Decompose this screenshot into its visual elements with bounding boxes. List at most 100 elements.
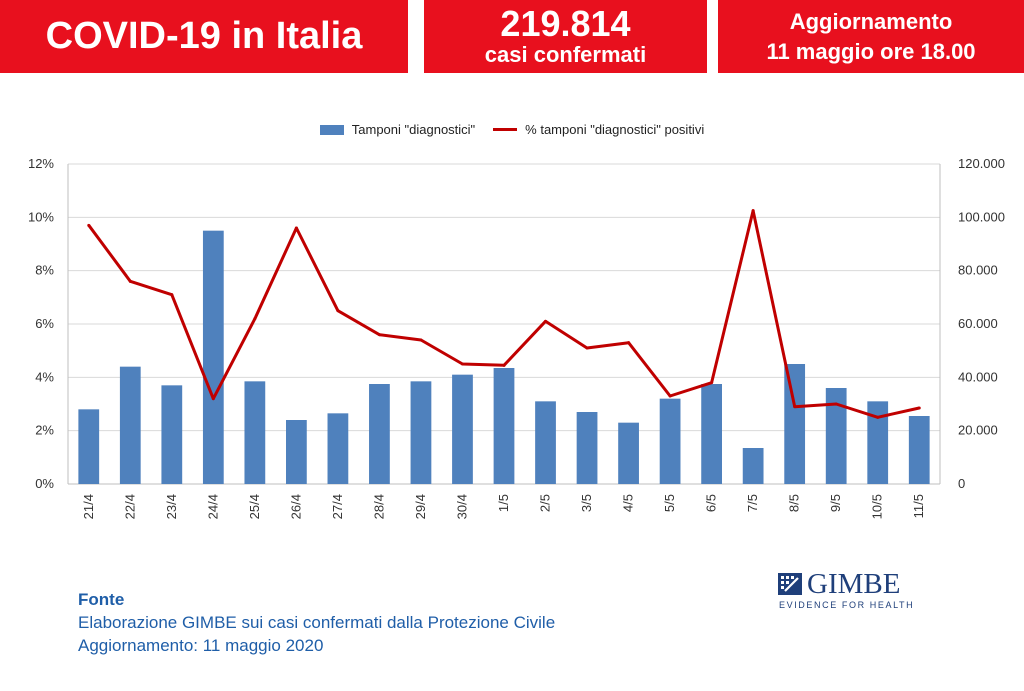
line-point	[253, 317, 257, 321]
line-point	[170, 293, 174, 297]
gimbe-logo: GIMBE EVIDENCE FOR HEALTH	[777, 568, 927, 614]
legend-line-label: % tamponi "diagnostici" positivi	[525, 122, 705, 137]
bar-tamponi	[659, 398, 681, 484]
gimbe-logo-icon	[778, 573, 802, 595]
bar-tamponi	[701, 384, 722, 484]
source-block: Fonte Elaborazione GIMBE sui casi confer…	[78, 588, 555, 657]
bar-tamponi	[452, 374, 473, 484]
x-axis-tick-label: 1/5	[496, 494, 511, 512]
logo-tagline: EVIDENCE FOR HEALTH	[779, 600, 915, 610]
right-axis-tick-label: 0	[958, 476, 965, 491]
line-point	[627, 341, 631, 345]
line-point	[87, 223, 91, 227]
bar-tamponi	[908, 416, 930, 484]
right-axis-tick-label: 100.000	[958, 209, 1005, 224]
bar-tamponi	[410, 381, 432, 484]
page-title: COVID-19 in Italia	[45, 15, 363, 57]
line-point	[377, 333, 381, 337]
legend-bar-swatch	[319, 124, 344, 135]
left-axis-tick-label: 10%	[28, 209, 54, 224]
line-point	[502, 363, 506, 367]
x-axis-tick-label: 6/5	[704, 494, 719, 512]
banner-cases: 219.814 casi confermati	[424, 0, 707, 73]
right-axis-tick-label: 120.000	[958, 156, 1005, 171]
source-title: Fonte	[78, 590, 125, 609]
line-point	[128, 279, 132, 283]
bar-tamponi	[742, 448, 764, 484]
x-axis-tick-label: 10/5	[870, 494, 885, 519]
x-axis-tick-label: 3/5	[579, 494, 594, 512]
source-line-2: Aggiornamento: 11 maggio 2020	[78, 636, 324, 655]
line-point	[211, 397, 215, 401]
confirmed-cases-label: casi confermati	[484, 41, 647, 67]
bar-tamponi	[618, 422, 639, 484]
right-axis-tick-label: 40.000	[958, 369, 998, 384]
banner-update: Aggiornamento 11 maggio ore 18.00	[718, 0, 1024, 73]
x-axis-tick-label: 28/4	[371, 494, 386, 519]
x-axis-tick-label: 23/4	[164, 494, 179, 519]
bar-tamponi	[119, 366, 141, 484]
bar-tamponi	[867, 401, 889, 484]
left-axis-tick-label: 6%	[35, 316, 54, 331]
legend-item-bars: Tamponi "diagnostici"	[319, 122, 476, 137]
bar-tamponi	[784, 364, 806, 484]
confirmed-cases-count: 219.814	[500, 2, 631, 44]
x-axis-tick-label: 22/4	[122, 494, 137, 519]
bar-tamponi	[202, 230, 224, 484]
x-axis-tick-label: 2/5	[538, 494, 553, 512]
line-point	[585, 346, 589, 350]
left-axis-tick-label: 2%	[35, 423, 54, 438]
bar-tamponi	[161, 385, 183, 484]
left-axis-tick-label: 12%	[28, 156, 54, 171]
bar-tamponi	[78, 409, 100, 484]
line-point	[294, 226, 298, 230]
update-datetime: 11 maggio ore 18.00	[766, 38, 976, 64]
x-axis-tick-label: 26/4	[288, 494, 303, 519]
left-axis-tick-label: 0%	[35, 476, 54, 491]
bar-tamponi	[244, 381, 266, 484]
line-point	[419, 338, 423, 342]
combo-chart: 0% 2% 4% 6% 8% 10% 12% 0 20.000 40.000 60.000 80.00…	[28, 156, 1005, 519]
line-point	[834, 402, 838, 406]
x-axis-tick-label: 8/5	[787, 494, 802, 512]
x-axis-tick-label: 4/5	[621, 494, 636, 512]
bar-tamponi	[493, 368, 515, 484]
bar-tamponi	[825, 388, 847, 484]
x-axis-tick-label: 29/4	[413, 494, 428, 519]
bar-tamponi	[327, 413, 349, 484]
legend-line-swatch	[493, 128, 518, 131]
left-axis-tick-label: 4%	[35, 369, 54, 384]
legend-bar-label: Tamponi "diagnostici"	[351, 122, 476, 137]
line-point	[751, 209, 755, 213]
x-axis-tick-label: 7/5	[745, 494, 760, 512]
line-point	[917, 406, 921, 410]
source-line-1: Elaborazione GIMBE sui casi confermati d…	[78, 613, 556, 632]
bar-tamponi	[576, 412, 598, 484]
line-point	[793, 405, 797, 409]
x-axis-tick-label: 25/4	[247, 494, 262, 519]
x-axis-tick-label: 5/5	[662, 494, 677, 512]
x-axis-tick-label: 27/4	[330, 494, 345, 519]
line-point	[336, 309, 340, 313]
logo-name: GIMBE	[807, 568, 901, 600]
legend-item-line: % tamponi "diagnostici" positivi	[493, 122, 704, 137]
line-point	[668, 394, 672, 398]
left-axis-tick-label: 8%	[35, 263, 54, 278]
x-axis-tick-label: 30/4	[454, 494, 469, 519]
line-point	[710, 381, 714, 385]
x-axis-tick-label: 24/4	[205, 494, 220, 519]
line-point	[460, 362, 464, 366]
x-axis-tick-label: 21/4	[81, 494, 96, 519]
bar-tamponi	[369, 384, 390, 484]
line-point	[544, 319, 548, 323]
x-axis-tick-label: 9/5	[828, 494, 843, 512]
chart-legend: Tamponi "diagnostici" % tamponi "diagnos…	[0, 122, 1024, 137]
banner-title: COVID-19 in Italia	[0, 0, 408, 73]
line-point	[876, 415, 880, 419]
right-axis-tick-label: 80.000	[958, 263, 998, 278]
right-axis-tick-label: 20.000	[958, 423, 998, 438]
x-axis-tick-label: 11/5	[911, 494, 926, 518]
bar-tamponi	[286, 420, 307, 484]
bar-tamponi	[535, 401, 556, 484]
update-label: Aggiornamento	[789, 8, 953, 34]
